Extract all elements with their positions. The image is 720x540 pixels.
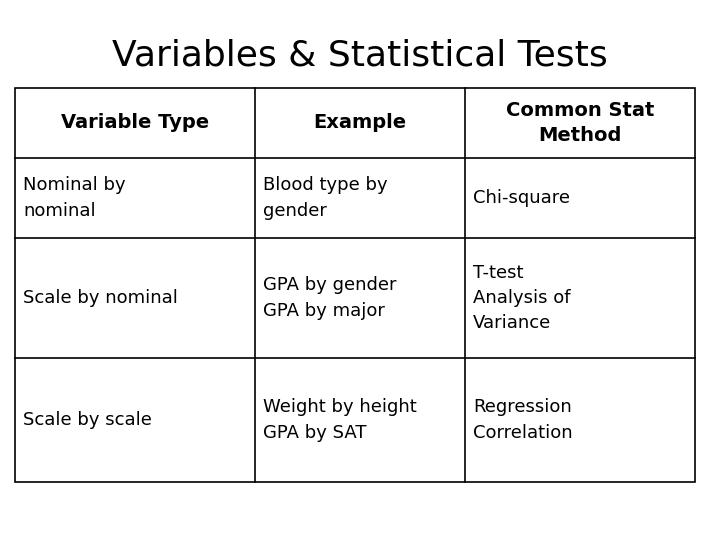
Text: T-test
Analysis of
Variance: T-test Analysis of Variance	[473, 264, 570, 332]
Text: Scale by scale: Scale by scale	[23, 411, 152, 429]
Text: Variable Type: Variable Type	[61, 113, 209, 132]
Text: Example: Example	[313, 113, 407, 132]
Text: Regression
Correlation: Regression Correlation	[473, 399, 572, 442]
Text: Weight by height
GPA by SAT: Weight by height GPA by SAT	[263, 399, 417, 442]
Text: Variables & Statistical Tests: Variables & Statistical Tests	[112, 38, 608, 72]
Text: Chi-square: Chi-square	[473, 189, 570, 207]
Bar	[15, 88, 695, 482]
Text: Scale by nominal: Scale by nominal	[23, 289, 178, 307]
Text: Nominal by
nominal: Nominal by nominal	[23, 177, 125, 219]
Text: GPA by gender
GPA by major: GPA by gender GPA by major	[263, 276, 397, 320]
Text: Blood type by
gender: Blood type by gender	[263, 177, 387, 219]
Text: Common Stat
Method: Common Stat Method	[506, 101, 654, 145]
